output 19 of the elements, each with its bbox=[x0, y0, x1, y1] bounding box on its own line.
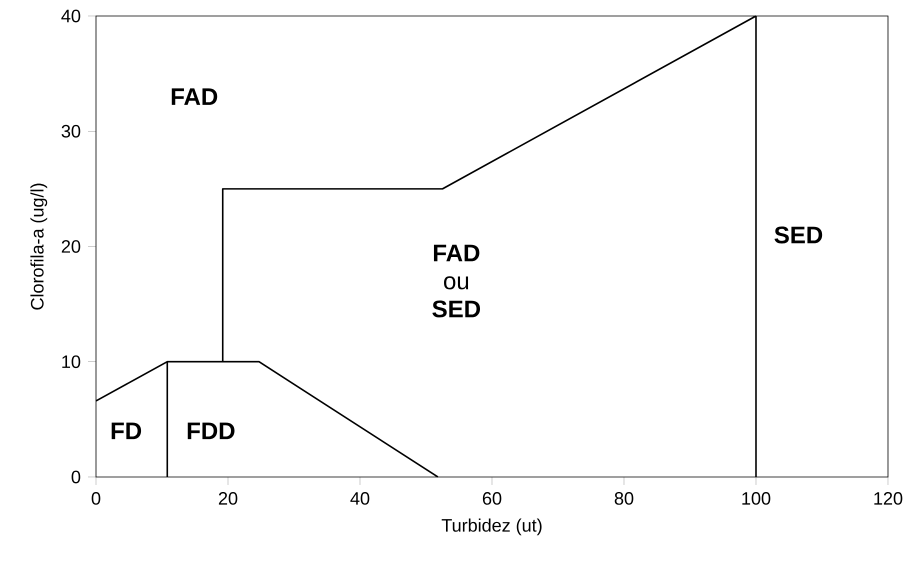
annotation: FDD bbox=[188, 422, 234, 440]
x-tick-label: 0 bbox=[92, 492, 100, 505]
y-tick-label: 20 bbox=[62, 240, 80, 253]
x-tick-label: 100 bbox=[742, 492, 770, 505]
x-tick-label: 60 bbox=[482, 492, 502, 505]
x-tick-label: 120 bbox=[874, 492, 902, 505]
x-tick-label: 40 bbox=[350, 492, 370, 505]
x-axis-title: Turbidez (ut) bbox=[442, 518, 542, 536]
annotation: SED bbox=[774, 226, 822, 244]
y-axis-title: Clorofila-a (ug/l) bbox=[30, 184, 48, 310]
y-tick-label: 10 bbox=[62, 355, 80, 368]
annotation: FD bbox=[112, 422, 142, 440]
y-tick-label: 40 bbox=[61, 10, 80, 22]
annotation: FAD ou SED bbox=[432, 244, 480, 318]
annotation: FAD bbox=[172, 88, 218, 105]
y-tick-label: 0 bbox=[72, 470, 80, 484]
x-tick-label: 20 bbox=[218, 492, 238, 505]
y-tick-label: 30 bbox=[62, 124, 80, 138]
x-tick-label: 80 bbox=[614, 492, 634, 505]
